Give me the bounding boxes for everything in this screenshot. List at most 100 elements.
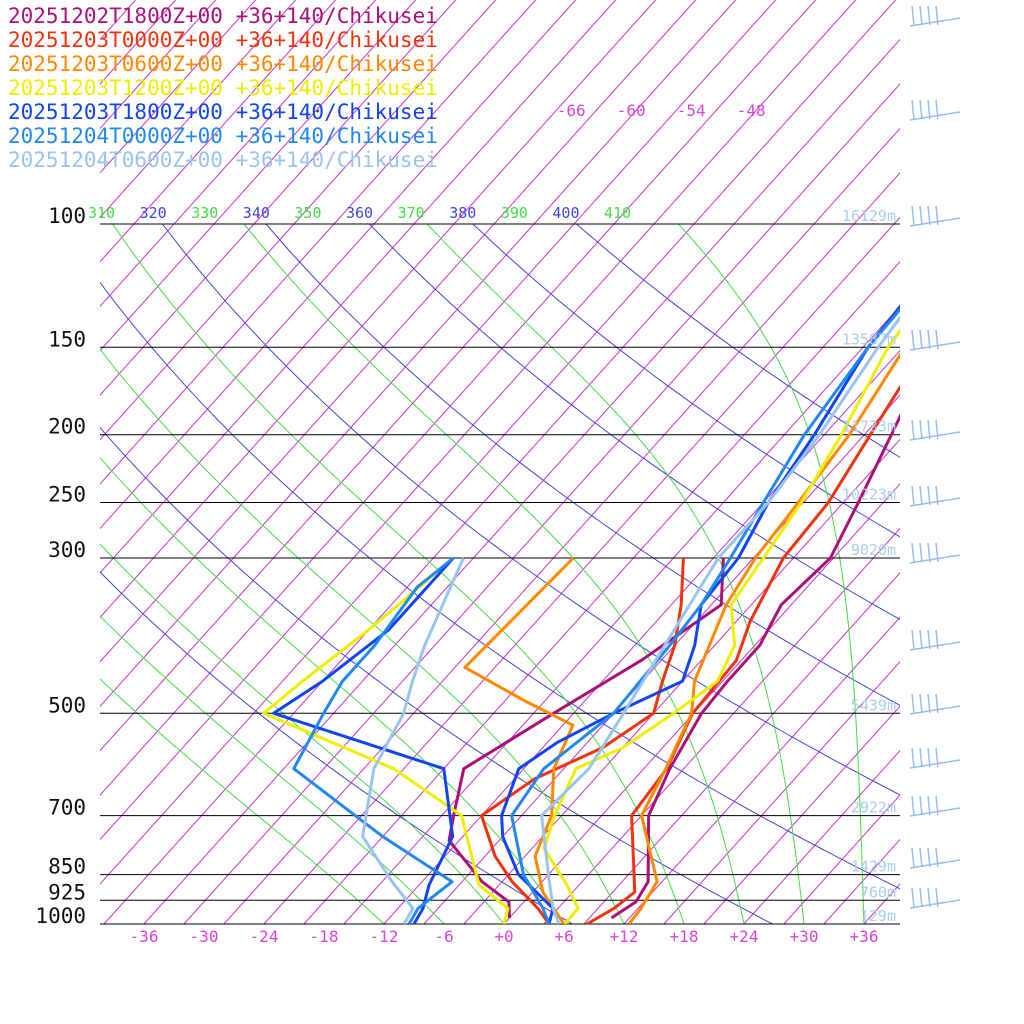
wind-barb bbox=[909, 205, 961, 227]
theta-label: 340 bbox=[243, 204, 270, 222]
wind-barb-flag bbox=[919, 542, 923, 563]
wind-barb bbox=[909, 847, 961, 869]
theta-line bbox=[576, 223, 900, 458]
wind-barb-flag bbox=[919, 5, 923, 26]
isotherm-label: -66 bbox=[557, 101, 586, 120]
wind-barb bbox=[909, 887, 961, 909]
theta-label: 330 bbox=[191, 204, 218, 222]
wind-barb-flag bbox=[911, 693, 915, 714]
legend-entry: 20251203T0600Z+00 +36+140/Chikusei bbox=[8, 52, 438, 76]
isotherm-line bbox=[143, 83, 900, 924]
temperature-tick-label: -24 bbox=[250, 927, 279, 946]
height-label: 129m bbox=[860, 907, 896, 925]
theta-label: 390 bbox=[501, 204, 528, 222]
wind-barb-flag bbox=[927, 5, 931, 26]
wind-barb-shaft bbox=[909, 111, 961, 121]
isotherm-line bbox=[783, 794, 900, 924]
wind-barb-flag bbox=[935, 747, 939, 768]
wind-barb-shaft bbox=[909, 217, 961, 227]
wind-barb-flag bbox=[911, 329, 915, 350]
theta-label: 410 bbox=[604, 204, 631, 222]
height-label: 13587m bbox=[842, 330, 896, 348]
isotherm-line bbox=[100, 0, 616, 574]
pressure-label: 925 bbox=[48, 880, 86, 904]
pressure-label: 300 bbox=[48, 538, 86, 562]
temperature-tick-label: +6 bbox=[554, 927, 573, 946]
isotherm-line bbox=[223, 172, 900, 924]
series-3-dewpoint-line bbox=[463, 556, 575, 924]
temperature-tick-label: -6 bbox=[434, 927, 453, 946]
legend-entry: 20251204T0000Z+00 +36+140/Chikusei bbox=[8, 124, 438, 148]
wind-barb-flag bbox=[927, 887, 931, 908]
wind-barb-shaft bbox=[909, 341, 961, 351]
theta-line bbox=[162, 223, 900, 796]
wind-barb-shaft bbox=[909, 899, 961, 909]
wind-barb bbox=[909, 485, 961, 507]
wind-barb-flag bbox=[935, 485, 939, 506]
height-label: 16129m bbox=[842, 207, 896, 225]
legend-entry: 20251203T0000Z+00 +36+140/Chikusei bbox=[8, 28, 438, 52]
height-label: 11733m bbox=[842, 418, 896, 436]
isotherm-line bbox=[100, 0, 696, 663]
wind-barb-flag bbox=[935, 693, 939, 714]
wind-barb-flag bbox=[935, 329, 939, 350]
wind-barb-flag bbox=[927, 693, 931, 714]
wind-barb-flag bbox=[919, 329, 923, 350]
wind-barb-flag bbox=[919, 747, 923, 768]
wind-barb-flag bbox=[911, 747, 915, 768]
temperature-tick-label: +0 bbox=[494, 927, 513, 946]
wind-barb-flag bbox=[919, 693, 923, 714]
isotherm-line bbox=[100, 0, 256, 174]
isotherm-line bbox=[100, 0, 416, 352]
wind-barb bbox=[909, 693, 961, 715]
wind-barb bbox=[909, 542, 961, 564]
isotherm-line bbox=[743, 749, 900, 924]
wind-barb bbox=[909, 747, 961, 769]
pressure-label: 850 bbox=[48, 855, 86, 879]
wind-barb-flag bbox=[911, 419, 915, 440]
wind-barb-flag bbox=[935, 847, 939, 868]
isotherm-line bbox=[503, 483, 900, 924]
isotherm-line bbox=[100, 0, 456, 396]
wind-barb-flag bbox=[935, 99, 939, 120]
wind-barb bbox=[909, 5, 961, 27]
wind-barb-flag bbox=[911, 99, 915, 120]
wind-barb-flag bbox=[927, 485, 931, 506]
wind-barb-flag bbox=[911, 542, 915, 563]
isotherm-line bbox=[463, 438, 900, 924]
wind-barb-flag bbox=[911, 887, 915, 908]
isotherm-line bbox=[100, 0, 296, 219]
series-5-temperature-line bbox=[500, 304, 900, 924]
legend-entry: 20251203T1800Z+00 +36+140/Chikusei bbox=[8, 100, 438, 124]
height-label: 1429m bbox=[851, 858, 896, 876]
temperature-tick-label: +12 bbox=[610, 927, 639, 946]
wind-barb-flag bbox=[919, 629, 923, 650]
theta-label: 350 bbox=[294, 204, 321, 222]
wind-barb-flag bbox=[935, 542, 939, 563]
wind-barb-flag bbox=[919, 795, 923, 816]
isotherm-line bbox=[100, 0, 496, 441]
series-4-temperature-line bbox=[542, 328, 900, 924]
series-2-temperature-line bbox=[586, 384, 900, 924]
wind-barb-flag bbox=[927, 542, 931, 563]
wind-barb-flag bbox=[919, 887, 923, 908]
wind-barb-flag bbox=[911, 847, 915, 868]
series-6-dewpoint-line bbox=[292, 556, 455, 924]
wind-barb-flag bbox=[927, 205, 931, 226]
wind-barb-flag bbox=[935, 887, 939, 908]
isotherm-line bbox=[263, 216, 900, 924]
wind-barb bbox=[909, 629, 961, 651]
wind-barb-flag bbox=[919, 419, 923, 440]
theta-e-line bbox=[678, 223, 865, 924]
wind-barb-flag bbox=[911, 5, 915, 26]
isotherm-line bbox=[703, 705, 900, 924]
height-label: 9020m bbox=[851, 541, 896, 559]
wind-barb-flag bbox=[935, 795, 939, 816]
isotherm-line bbox=[100, 0, 336, 263]
wind-barb-flag bbox=[927, 847, 931, 868]
height-label: 10223m bbox=[842, 486, 896, 504]
isotherm-line bbox=[663, 661, 900, 924]
isotherm-line bbox=[343, 305, 900, 924]
wind-barb-flag bbox=[919, 99, 923, 120]
isotherm-line bbox=[100, 0, 776, 752]
